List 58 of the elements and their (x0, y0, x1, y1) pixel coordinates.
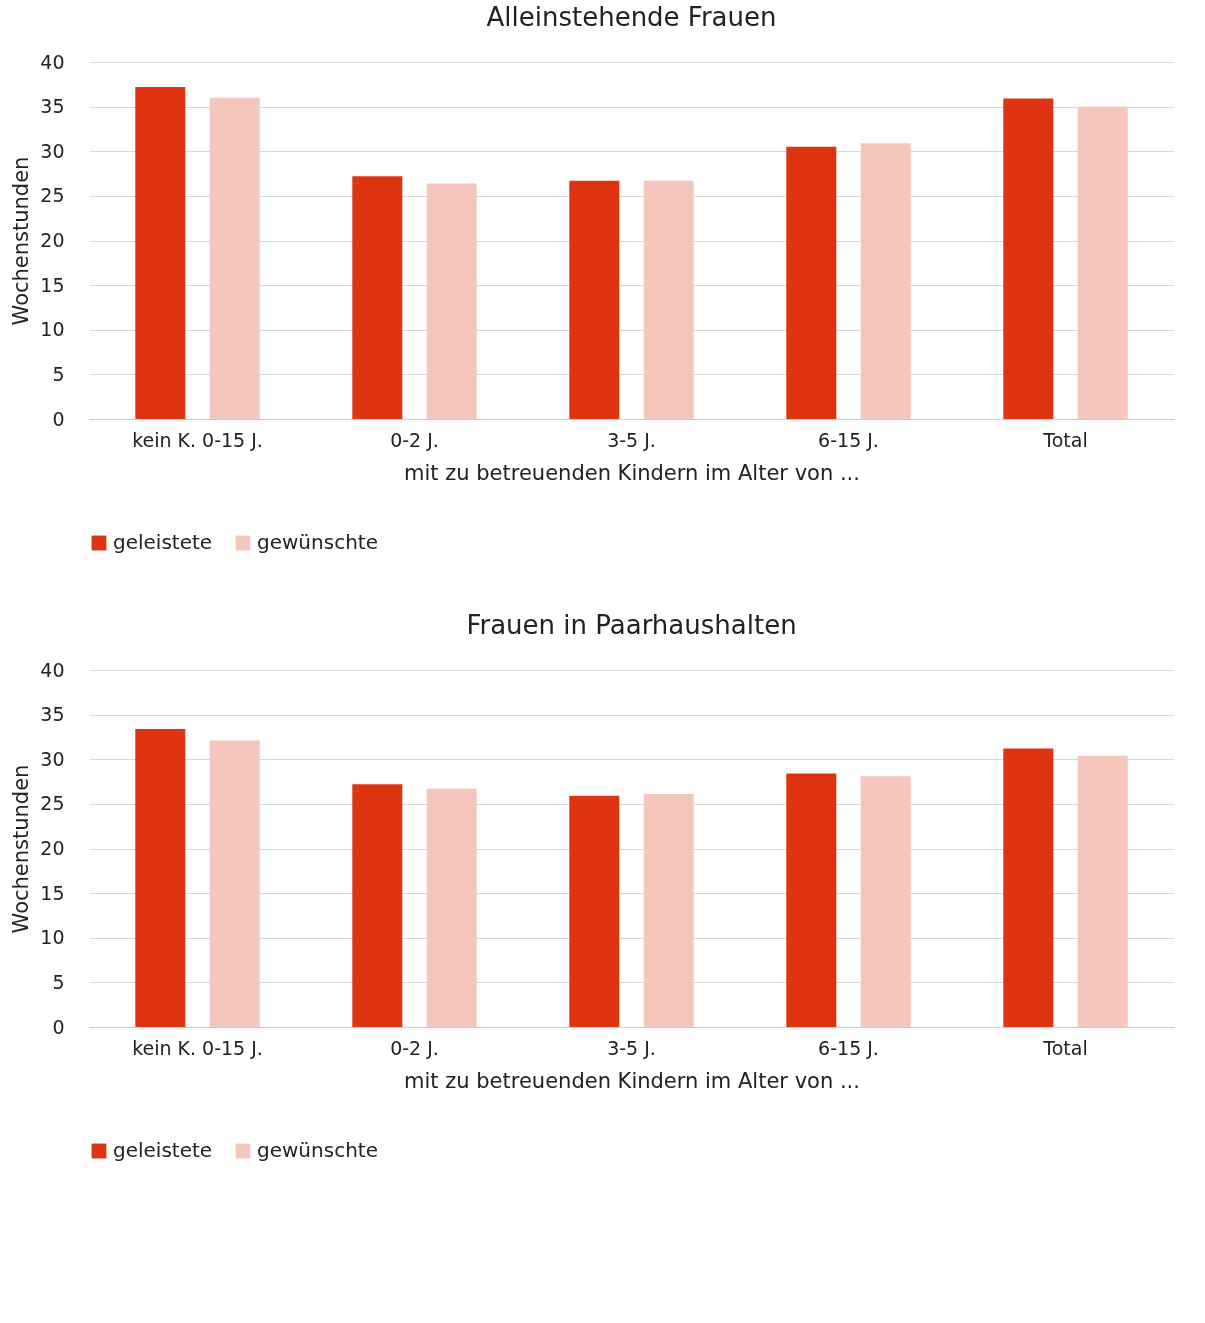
y-tick-label: 10 (40, 926, 65, 949)
legend-label: gewünschte (257, 530, 378, 554)
x-tick-label: kein K. 0-15 J. (132, 428, 263, 451)
y-tick-label: 0 (52, 407, 65, 430)
y-axis-title: Wochenstunden (9, 156, 34, 326)
x-axis-title: mit zu betreuenden Kindern im Alter von ... (404, 1068, 860, 1093)
x-tick-label: 3-5 J. (607, 1036, 656, 1059)
y-tick-label: 15 (40, 273, 65, 296)
legend-label: gewünschte (257, 1138, 378, 1162)
x-axis-title: mit zu betreuenden Kindern im Alter von ... (404, 460, 860, 485)
bar (135, 728, 186, 1027)
bar (135, 86, 186, 419)
y-tick-label: 15 (40, 881, 65, 904)
y-tick-label: 40 (40, 658, 65, 681)
y-tick-label: 5 (52, 362, 65, 385)
bar (352, 176, 403, 419)
bar (786, 146, 837, 419)
x-tick-label: 6-15 J. (818, 1036, 879, 1059)
x-tick-label: 6-15 J. (818, 428, 879, 451)
y-tick-label: 25 (40, 184, 65, 207)
bar (1003, 98, 1054, 419)
y-tick-label: 30 (40, 747, 65, 770)
bar (569, 795, 620, 1027)
legend-label: geleistete (113, 530, 213, 554)
bar (1003, 748, 1054, 1027)
x-tick-label: 0-2 J. (390, 1036, 439, 1059)
y-tick-label: 0 (52, 1015, 65, 1038)
bar (209, 740, 260, 1027)
bar (569, 180, 620, 419)
y-tick-label: 30 (40, 139, 65, 162)
bar (209, 97, 260, 419)
y-axis-title: Wochenstunden (9, 764, 34, 934)
bar (860, 776, 911, 1027)
x-tick-label: 0-2 J. (390, 428, 439, 451)
bar (643, 180, 694, 419)
chart-title: Alleinstehende Frauen (486, 2, 777, 32)
y-tick-label: 35 (40, 703, 65, 726)
y-tick-label: 5 (52, 970, 65, 993)
x-tick-label: Total (1042, 1036, 1088, 1059)
y-tick-label: 20 (40, 229, 65, 251)
bar (426, 788, 477, 1027)
chart-title: Frauen in Paarhaushalten (466, 610, 797, 640)
bar (1077, 755, 1128, 1027)
x-tick-label: 3-5 J. (607, 428, 656, 451)
bar (426, 183, 477, 419)
y-tick-label: 25 (40, 792, 65, 815)
y-tick-label: 10 (40, 318, 65, 341)
bar (860, 143, 911, 419)
bar (643, 794, 694, 1027)
y-tick-label: 35 (40, 95, 65, 118)
bar (1077, 106, 1128, 419)
bar (352, 784, 403, 1027)
y-tick-label: 40 (40, 50, 65, 73)
y-tick-label: 20 (40, 837, 65, 859)
x-tick-label: kein K. 0-15 J. (132, 1036, 263, 1059)
x-tick-label: Total (1042, 428, 1088, 451)
bar (786, 773, 837, 1027)
legend-label: geleistete (113, 1138, 213, 1162)
